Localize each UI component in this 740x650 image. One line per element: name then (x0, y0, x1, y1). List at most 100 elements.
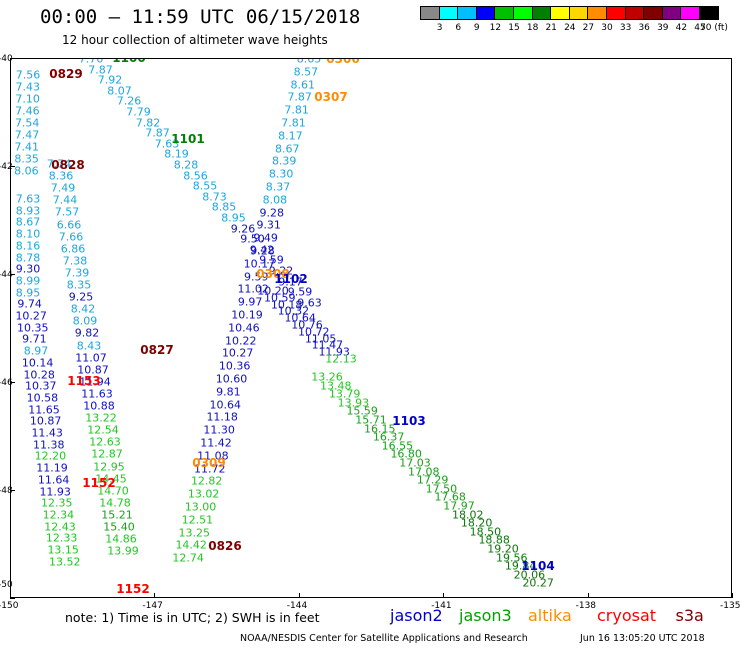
wave-height-value: 8.99 (15, 274, 41, 288)
legend-swatch (624, 6, 645, 20)
wave-height-value: 13.22 (85, 411, 117, 425)
latitude-tick (10, 274, 15, 275)
longitude-tick (298, 593, 300, 598)
legend-label: 36 (638, 23, 650, 33)
wave-height-value: 8.39 (271, 154, 297, 168)
wave-height-value: 10.28 (23, 368, 55, 381)
latitude-label: -42 (0, 162, 13, 172)
wave-height-value: 8.57 (293, 65, 319, 79)
wave-height-value: 6.66 (56, 218, 82, 231)
pass-time-label: 0829 (49, 67, 83, 81)
footer-note: note: 1) Time is in UTC; 2) SWH is in fe… (65, 610, 320, 625)
pass-time-label: 1100 (112, 58, 146, 65)
latitude-tick (10, 598, 15, 599)
wave-height-value: 17.03 (399, 456, 431, 470)
wave-height-value: 8.37 (265, 180, 291, 194)
longitude-tick (443, 593, 445, 598)
map-plot-area[interactable]: 7.56 7.43 7.10 7.46 7.54 7.47 7.41 8.35 8.06 7.63… (10, 58, 732, 598)
legend-swatch (457, 6, 477, 20)
wave-height-value: 9.97 (237, 295, 263, 309)
legend-swatch (643, 6, 663, 20)
wave-height-value: 15.40 (103, 520, 135, 534)
wave-height-value: 11.18 (206, 410, 238, 424)
wave-height-value: 9.74 (17, 297, 42, 311)
wave-height-value: 9.17 (278, 275, 303, 289)
wave-height-value: 10.27 (221, 346, 254, 360)
wave-height-value: 8.08 (262, 193, 288, 207)
wave-height-value: 7.57 (54, 205, 80, 219)
wave-height-value: 12.33 (45, 531, 78, 545)
wave-height-value: 9.28 (259, 206, 285, 220)
wave-height-value: 8.36 (48, 169, 74, 183)
legend-swatch (438, 6, 459, 20)
legend-swatch (680, 6, 700, 20)
wave-height-value: 8.73 (202, 190, 227, 204)
satellite-legend-item: altika (528, 606, 572, 625)
wave-height-value: 10.59 (264, 291, 296, 305)
wave-height-value: 7.47 (14, 128, 40, 142)
wave-height-value: 10.88 (83, 399, 115, 413)
wave-height-value: 8.35 (66, 278, 92, 292)
pass-time-label: 0306 (326, 58, 360, 66)
longitude-label: -138 (575, 601, 597, 611)
wave-height-value: 8.67 (275, 142, 300, 156)
wave-height-value: 18.88 (478, 533, 510, 547)
legend-label: 27 (582, 23, 595, 33)
wave-height-value: 12.74 (172, 551, 204, 565)
wave-height-value: 8.85 (211, 200, 237, 214)
wave-height-value: 7.74 (46, 157, 72, 171)
legend-label: 24 (564, 23, 576, 33)
wave-height-value: 9.22 (268, 264, 294, 278)
wave-height-value: 19.20 (487, 542, 519, 556)
wave-height-value: 11.94 (79, 375, 111, 389)
wave-height-value: 13.02 (187, 487, 220, 501)
satellite-legend-item: cryosat (597, 606, 657, 625)
wave-height-value: 8.67 (15, 215, 41, 229)
wave-height-value: 10.72 (298, 325, 330, 339)
wave-height-value: 9.49 (253, 231, 278, 245)
pass-time-label: 0309 (192, 456, 226, 470)
satellite-legend-item: jason2 (390, 606, 443, 625)
wave-height-value: 10.35 (17, 321, 49, 335)
pass-time-label: 0308 (256, 267, 290, 281)
pass-time-label: 1103 (392, 414, 426, 428)
wave-height-value: 13.52 (49, 555, 81, 569)
wave-height-value: 10.22 (225, 334, 257, 348)
wave-height-value: 11.63 (81, 387, 113, 401)
wave-height-value: 8.93 (15, 204, 41, 218)
wave-height-value: 7.43 (15, 80, 41, 94)
wave-height-value: 17.97 (443, 499, 475, 513)
wave-height-value: 7.81 (281, 116, 306, 130)
wave-height-value: 7.76 (78, 58, 104, 66)
pass-time-label: 1102 (274, 272, 308, 286)
wave-height-value: 12.82 (190, 474, 223, 488)
wave-height-value: 17.08 (408, 465, 440, 479)
wave-height-value: 10.14 (21, 356, 54, 370)
legend-label: 39 (657, 23, 669, 33)
wave-height-value: 12.54 (87, 423, 119, 437)
legend-swatch (531, 6, 552, 20)
satellite-legend-item: jason3 (459, 606, 512, 625)
legend-label: 15 (508, 23, 520, 33)
latitude-label: -50 (0, 580, 13, 590)
pass-time-label: 1104 (521, 559, 555, 573)
wave-height-value: 14.70 (97, 484, 129, 498)
wave-height-value: 14.78 (99, 496, 131, 510)
legend-swatch (420, 6, 440, 20)
wave-height-value: 11.08 (197, 449, 229, 463)
credit-text: NOAA/NESDIS Center for Satellite Applica… (240, 633, 528, 644)
map-title: 00:00 – 11:59 UTC 06/15/2018 (40, 6, 361, 28)
wave-height-value: 10.64 (284, 311, 316, 325)
wave-height-value: 9.25 (68, 290, 94, 304)
wave-height-value: 10.20 (257, 284, 289, 298)
legend-swatch (698, 6, 719, 20)
wave-height-value: 7.39 (64, 266, 90, 280)
longitude-label: -144 (286, 601, 308, 611)
wave-height-value: 13.25 (178, 526, 211, 540)
wave-height-value: 10.36 (218, 359, 251, 373)
wave-height-value: 10.32 (277, 304, 310, 318)
generation-timestamp: Jun 16 13:05:20 UTC 2018 (580, 633, 705, 644)
wave-height-value: 18.20 (460, 516, 493, 530)
legend-label: 21 (545, 23, 557, 33)
legend-swatch (494, 6, 514, 20)
